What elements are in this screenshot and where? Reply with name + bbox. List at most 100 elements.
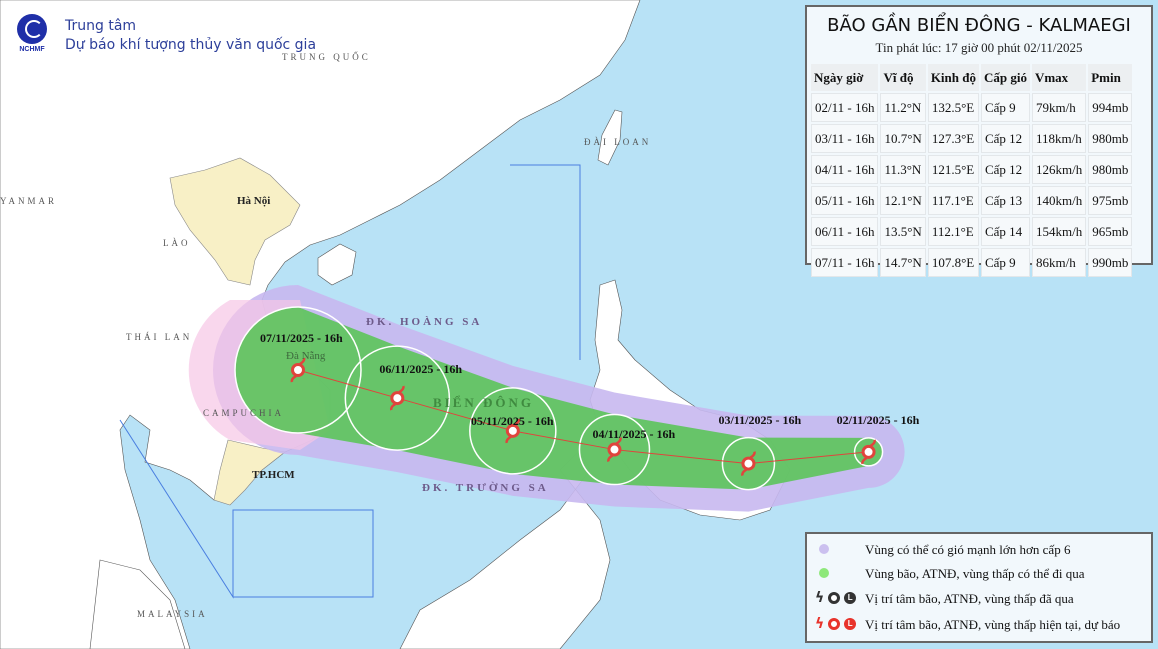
cell-vmax: 154km/h	[1031, 217, 1087, 246]
cell-level: Cấp 9	[980, 93, 1030, 122]
forecast-date-label: 05/11/2025 - 16h	[470, 413, 554, 428]
cell-lat: 11.2°N	[880, 93, 926, 122]
label-danang: Đà Nẵng	[286, 350, 326, 362]
storm-position-marker[interactable]	[861, 439, 876, 465]
col-time: Ngày giờ	[811, 64, 879, 91]
col-pmin: Pmin	[1088, 64, 1133, 91]
cell-vmax: 126km/h	[1031, 155, 1087, 184]
storm-radius-circle	[469, 387, 557, 475]
cell-level: Cấp 12	[980, 155, 1030, 184]
cell-lat: 13.5°N	[880, 217, 926, 246]
circle-icon	[828, 618, 841, 630]
storm-radius-circle	[721, 436, 776, 491]
storm-info-panel: BÃO GẦN BIỂN ĐÔNG - KALMAEGI Tin phát lú…	[805, 5, 1153, 277]
cell-lon: 127.3°E	[927, 124, 979, 153]
forecast-date-label: 06/11/2025 - 16h	[379, 362, 463, 377]
label-hanoi: Hà Nội	[237, 195, 271, 207]
storm-arm-icon	[861, 439, 876, 465]
storm-center-icon	[505, 423, 520, 438]
forecast-date-label: 03/11/2025 - 16h	[718, 412, 802, 427]
cell-time: 04/11 - 16h	[811, 155, 879, 184]
storm-zone-area	[235, 307, 883, 490]
cell-lat: 12.1°N	[880, 186, 926, 215]
label-thailand: THÁI LAN	[126, 332, 193, 342]
circle-icon	[828, 592, 841, 604]
cell-pmin: 980mb	[1088, 124, 1133, 153]
storm-position-marker[interactable]	[607, 437, 622, 462]
label-cambodia: CAMPUCHIA	[203, 408, 285, 418]
cell-time: 02/11 - 16h	[811, 93, 879, 122]
land-hainan	[317, 243, 357, 286]
panel-title: BÃO GẦN BIỂN ĐÔNG - KALMAEGI	[827, 15, 1131, 36]
boundary-lines	[510, 164, 581, 360]
boundary-lines-2	[119, 419, 374, 599]
low-icon: L	[844, 592, 857, 604]
col-vmax: Vmax	[1031, 64, 1087, 91]
table-row: 05/11 - 16h 12.1°N 117.1°E Cấp 13 140km/h 975…	[811, 186, 1133, 215]
storm-center-icon	[861, 444, 876, 459]
label-china: TRUNG QUỐC	[282, 52, 371, 62]
land-vietnam	[169, 157, 301, 286]
storm-position-marker[interactable]	[290, 357, 306, 383]
header: NCHMF Trung tâm Dự báo khí tượng thủy vă…	[12, 12, 316, 56]
cell-time: 03/11 - 16h	[811, 124, 879, 153]
cell-lat: 14.7°N	[880, 248, 926, 277]
cell-lon: 121.5°E	[927, 155, 979, 184]
label-taiwan: ĐÀI LOAN	[584, 137, 652, 147]
cell-vmax: 86km/h	[1031, 248, 1087, 277]
storm-arm-icon	[389, 385, 405, 411]
cell-lon: 132.5°E	[927, 93, 979, 122]
storm-position-marker[interactable]	[741, 451, 756, 476]
storm-radius-circle	[344, 345, 451, 451]
legend-item-past: ϟ L	[815, 590, 857, 606]
col-lon: Kinh độ	[927, 64, 979, 91]
table-row: 04/11 - 16h 11.3°N 121.5°E Cấp 12 126km/h 980…	[811, 155, 1133, 184]
storm-icon: ϟ	[815, 590, 825, 606]
label-bien-dong: BIỂN ĐÔNG	[433, 395, 535, 410]
table-row: 06/11 - 16h 13.5°N 112.1°E Cấp 14 154km/h 965…	[811, 217, 1133, 246]
org-name: Trung tâm Dự báo khí tượng thủy văn quốc…	[65, 17, 316, 55]
cell-level: Cấp 13	[980, 186, 1030, 215]
legend-label: Vùng có thể có gió mạnh lớn hơn cấp 6	[865, 542, 1071, 557]
cell-lon: 107.8°E	[927, 248, 979, 277]
nchmf-logo: NCHMF	[12, 12, 52, 56]
forecast-date-label: 07/11/2025 - 16h	[260, 331, 343, 345]
label-malaysia: MALAYSIA	[137, 609, 208, 619]
cell-lon: 117.1°E	[927, 186, 979, 215]
legend-item-current: ϟ L	[815, 616, 857, 632]
cell-time: 07/11 - 16h	[811, 248, 879, 277]
green-dot-icon	[819, 568, 829, 578]
label-hcm: TP.HCM	[252, 469, 295, 481]
legend-label: Vùng bão, ATNĐ, vùng thấp có thể đi qua	[865, 566, 1085, 581]
storm-position-marker[interactable]	[505, 418, 521, 444]
cell-pmin: 965mb	[1088, 217, 1133, 246]
low-icon: L	[844, 618, 857, 630]
storm-position-marker[interactable]	[389, 385, 405, 411]
storm-radius-circle	[234, 306, 362, 434]
table-row: 03/11 - 16h 10.7°N 127.3°E Cấp 12 118km/h 980…	[811, 124, 1133, 153]
storm-radius-circle	[578, 413, 651, 486]
land-malaysia	[89, 559, 186, 649]
cell-pmin: 975mb	[1088, 186, 1133, 215]
lavender-dot-icon	[819, 544, 829, 554]
legend: Vùng có thể có gió mạnh lớn hơn cấp 6 Vù…	[805, 532, 1153, 643]
cell-lat: 10.7°N	[880, 124, 926, 153]
storm-radius-circle	[853, 437, 884, 467]
label-myanmar: YANMAR	[0, 196, 58, 206]
storm-center-icon	[291, 363, 305, 377]
table-row: 07/11 - 16h 14.7°N 107.8°E Cấp 9 86km/h 990mb	[811, 248, 1133, 277]
storm-icon: ϟ	[815, 616, 825, 632]
cell-level: Cấp 14	[980, 217, 1030, 246]
cell-vmax: 79km/h	[1031, 93, 1087, 122]
table-row: 02/11 - 16h 11.2°N 132.5°E Cấp 9 79km/h 994mb	[811, 93, 1133, 122]
cell-pmin: 990mb	[1088, 248, 1133, 277]
storm-arm-icon	[505, 418, 521, 444]
cell-vmax: 118km/h	[1031, 124, 1087, 153]
cell-pmin: 980mb	[1088, 155, 1133, 184]
legend-label: Vị trí tâm bão, ATNĐ, vùng thấp hiện tại…	[865, 617, 1121, 632]
cell-vmax: 140km/h	[1031, 186, 1087, 215]
forecast-date-label: 02/11/2025 - 16h	[836, 412, 920, 427]
land-taiwan	[597, 109, 623, 166]
cell-time: 05/11 - 16h	[811, 186, 879, 215]
storm-center-icon	[607, 442, 622, 457]
